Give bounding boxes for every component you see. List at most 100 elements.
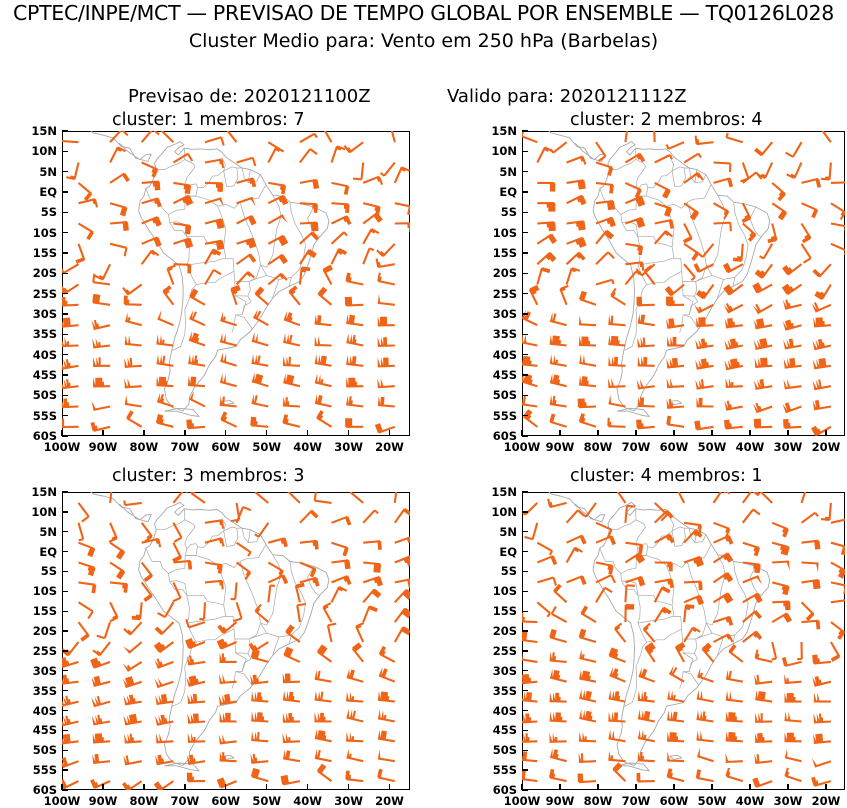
y-axis-tick <box>522 491 528 492</box>
y-axis-tick <box>522 313 528 314</box>
x-axis-tick <box>225 430 226 436</box>
y-axis-tick <box>62 730 68 731</box>
y-axis-tick-label: EQ <box>499 545 517 559</box>
y-axis-tick-label: 55S <box>493 409 517 423</box>
y-axis-tick-label: 45S <box>493 368 517 382</box>
y-axis-tick <box>62 491 68 492</box>
y-axis-tick <box>62 511 68 512</box>
y-axis-tick-label: EQ <box>499 185 517 199</box>
y-axis-tick-label: 40S <box>493 704 517 718</box>
x-axis-tick-label: 20W <box>812 794 841 808</box>
y-axis-tick <box>62 670 68 671</box>
y-axis-tick-label: EQ <box>39 185 57 199</box>
y-axis-tick-label: 15S <box>33 604 57 618</box>
y-axis-tick-label: 50S <box>33 388 57 402</box>
x-axis-tick <box>225 784 226 790</box>
y-axis-tick-label: 50S <box>493 743 517 757</box>
y-axis-tick <box>522 670 528 671</box>
y-axis-tick <box>62 531 68 532</box>
x-axis-tick-label: 40W <box>736 794 765 808</box>
x-axis-tick <box>102 784 103 790</box>
x-axis-tick <box>389 784 390 790</box>
x-axis-tick <box>673 430 674 436</box>
y-axis-tick-label: 20S <box>33 624 57 638</box>
y-axis-tick-label: 50S <box>493 388 517 402</box>
x-axis-tick-label: 60W <box>660 440 689 454</box>
wind-barb-field <box>522 131 845 436</box>
x-axis-tick <box>787 784 788 790</box>
x-axis-tick-label: 50W <box>698 794 727 808</box>
y-axis-tick <box>522 334 528 335</box>
y-axis-tick-label: 40S <box>33 704 57 718</box>
y-axis-tick-label: 45S <box>33 723 57 737</box>
x-axis-tick <box>597 430 598 436</box>
barb-layer <box>62 492 410 790</box>
x-axis-tick-label: 100W <box>504 794 541 808</box>
x-axis-tick <box>787 430 788 436</box>
y-axis-tick <box>522 750 528 751</box>
y-axis-tick-label: 40S <box>493 348 517 362</box>
x-axis-tick <box>711 784 712 790</box>
y-axis-tick-label: 20S <box>33 266 57 280</box>
y-axis-tick-label: 5S <box>41 205 57 219</box>
y-axis-tick-label: 55S <box>33 409 57 423</box>
y-axis-tick <box>62 710 68 711</box>
x-axis-tick <box>61 784 62 790</box>
y-axis-tick <box>522 212 528 213</box>
y-axis-tick <box>62 650 68 651</box>
panel-label-cluster-1: cluster: 1 membros: 7 <box>112 110 305 130</box>
x-axis-tick-label: 60W <box>211 794 240 808</box>
x-axis-tick <box>102 430 103 436</box>
x-axis-tick-label: 60W <box>660 794 689 808</box>
y-axis-tick <box>522 591 528 592</box>
y-axis-tick <box>522 730 528 731</box>
x-axis-tick-label: 20W <box>812 440 841 454</box>
y-axis-tick-label: 35S <box>493 684 517 698</box>
x-axis-tick-label: 40W <box>293 440 322 454</box>
y-axis-tick <box>62 690 68 691</box>
y-axis-tick <box>62 789 68 790</box>
y-axis-tick-label: 30S <box>493 664 517 678</box>
y-axis-tick-label: 35S <box>493 327 517 341</box>
x-axis-tick <box>521 784 522 790</box>
forecast-from-label: Previsao de: 2020121100Z <box>128 86 371 107</box>
x-axis-tick-label: 40W <box>293 794 322 808</box>
y-axis-tick <box>522 151 528 152</box>
y-axis-tick <box>62 750 68 751</box>
coastline-layer <box>62 131 329 417</box>
y-axis-tick <box>522 769 528 770</box>
x-axis-tick <box>389 430 390 436</box>
x-axis-tick <box>184 430 185 436</box>
x-axis-tick-label: 40W <box>736 440 765 454</box>
y-axis-tick-label: EQ <box>39 545 57 559</box>
x-axis-tick-label: 80W <box>584 440 613 454</box>
y-axis-tick-label: 45S <box>33 368 57 382</box>
x-axis-tick <box>521 430 522 436</box>
y-axis-tick <box>62 212 68 213</box>
x-axis-tick <box>266 430 267 436</box>
y-axis-tick-label: 5N <box>39 525 57 539</box>
x-axis-tick-label: 50W <box>252 440 281 454</box>
y-axis-tick-label: 35S <box>33 684 57 698</box>
x-axis-tick-label: 100W <box>504 440 541 454</box>
x-axis-tick-label: 90W <box>89 794 118 808</box>
x-axis-tick-label: 60W <box>211 440 240 454</box>
x-axis-tick <box>635 430 636 436</box>
x-axis-tick <box>348 430 349 436</box>
y-axis-tick <box>522 232 528 233</box>
x-axis-tick-label: 90W <box>89 440 118 454</box>
wind-barb-field <box>522 492 845 790</box>
x-axis-tick <box>749 430 750 436</box>
x-axis-tick <box>825 784 826 790</box>
y-axis-tick <box>62 769 68 770</box>
y-axis-tick <box>62 611 68 612</box>
x-axis-tick-label: 30W <box>774 794 803 808</box>
y-axis-tick-label: 5N <box>499 165 517 179</box>
y-axis-tick <box>62 334 68 335</box>
x-axis-tick-label: 20W <box>375 440 404 454</box>
y-axis-tick <box>522 611 528 612</box>
